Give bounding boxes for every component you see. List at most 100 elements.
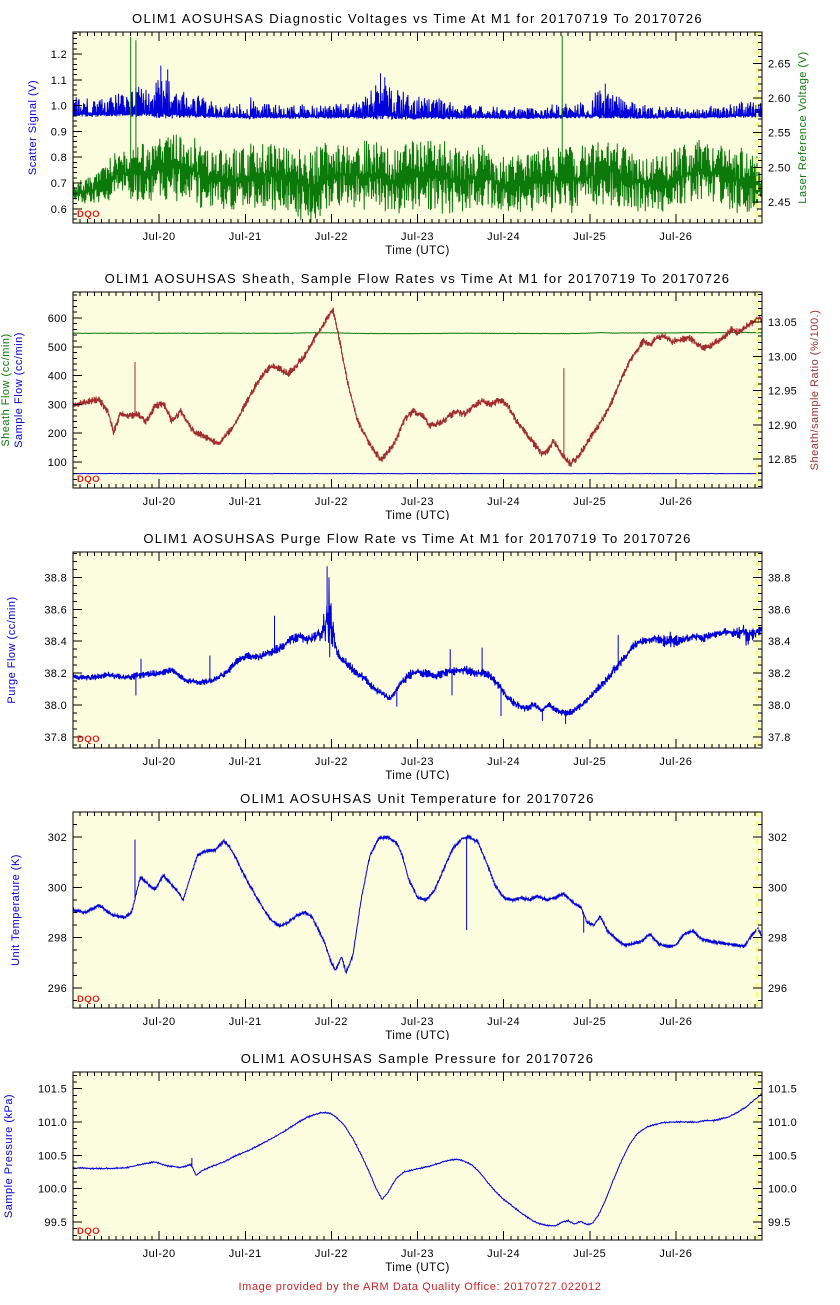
dqo-logo: DQO (77, 1226, 100, 1237)
x-tick-label: Jul-24 (487, 496, 520, 508)
y-tick-label: 12.90 (768, 420, 797, 432)
x-tick-label: Jul-20 (143, 1016, 176, 1028)
chart-title: OLIM1 AOSUHSAS Purge Flow Rate vs Time A… (143, 531, 691, 546)
dqo-logo: DQO (77, 474, 100, 485)
y-tick-label: 1.2 (51, 49, 67, 61)
x-tick-label: Jul-22 (315, 1248, 348, 1260)
y-tick-label: 0.8 (51, 152, 67, 164)
dqo-logo: DQO (77, 734, 100, 745)
x-axis-title: Time (UTC) (385, 245, 450, 257)
x-tick-label: Jul-22 (315, 231, 348, 243)
y-tick-label: 38.8 (44, 572, 67, 584)
y-tick-label: 298 (48, 933, 67, 945)
y-tick-label: 296 (48, 983, 67, 995)
y-tick-label: 38.8 (768, 572, 791, 584)
y-tick-label: 37.8 (768, 732, 791, 744)
y-tick-label: 2.65 (768, 58, 791, 70)
x-tick-label: Jul-25 (573, 1248, 606, 1260)
y-tick-label: 38.0 (768, 700, 791, 712)
x-tick-label: Jul-25 (573, 1016, 606, 1028)
chart-title: OLIM1 AOSUHSAS Unit Temperature for 2017… (240, 791, 595, 806)
y-tick-label: 101.5 (38, 1084, 67, 1096)
plot-area (73, 292, 762, 488)
y-tick-label: 300 (48, 399, 67, 411)
x-tick-label: Jul-26 (659, 756, 692, 768)
x-tick-label: Jul-25 (573, 231, 606, 243)
y-tick-label: 100 (48, 457, 67, 469)
y-tick-label: 600 (48, 313, 67, 325)
x-tick-label: Jul-20 (143, 231, 176, 243)
x-tick-label: Jul-25 (573, 496, 606, 508)
left-axis-title: Unit Temperature (K) (10, 854, 22, 966)
plot-area (73, 552, 762, 748)
left-axis-title: Sheath Flow (cc/min) (0, 333, 12, 446)
y-tick-label: 302 (48, 832, 67, 844)
x-tick-label: Jul-25 (573, 756, 606, 768)
chart-title: OLIM1 AOSUHSAS Sample Pressure for 20170… (241, 1051, 595, 1066)
y-tick-label: 400 (48, 371, 67, 383)
y-tick-label: 99.5 (44, 1217, 67, 1229)
x-tick-label: Jul-21 (229, 1016, 262, 1028)
y-tick-label: 2.60 (768, 93, 791, 105)
footer-credit: Image provided by the ARM Data Quality O… (0, 1281, 840, 1293)
y-tick-label: 99.5 (768, 1217, 791, 1229)
y-tick-label: 200 (48, 428, 67, 440)
x-tick-label: Jul-20 (143, 496, 176, 508)
x-tick-label: Jul-24 (487, 756, 520, 768)
left-axis-title: Purge Flow (cc/min) (6, 596, 18, 703)
x-axis-title: Time (UTC) (385, 1262, 450, 1274)
y-tick-label: 38.2 (44, 668, 67, 680)
y-tick-label: 101.0 (768, 1117, 797, 1129)
left-axis-title: Scatter Signal (V) (27, 80, 39, 175)
y-tick-label: 0.9 (51, 126, 67, 138)
y-tick-label: 300 (48, 882, 67, 894)
left-axis-title: Sample Flow (cc/min) (13, 332, 25, 448)
y-tick-label: 38.0 (44, 700, 67, 712)
chart-title: OLIM1 AOSUHSAS Sheath, Sample Flow Rates… (105, 271, 731, 286)
y-tick-label: 2.50 (768, 162, 791, 174)
y-tick-label: 101.0 (38, 1117, 67, 1129)
x-tick-label: Jul-21 (229, 756, 262, 768)
y-tick-label: 13.05 (768, 317, 797, 329)
x-axis-title: Time (UTC) (385, 510, 450, 520)
y-tick-label: 296 (768, 983, 787, 995)
y-tick-label: 300 (768, 882, 787, 894)
x-tick-label: Jul-23 (401, 231, 434, 243)
x-tick-label: Jul-24 (487, 1248, 520, 1260)
y-tick-label: 100.0 (38, 1184, 67, 1196)
y-tick-label: 500 (48, 342, 67, 354)
y-tick-label: 38.4 (44, 636, 67, 648)
y-tick-label: 37.8 (44, 732, 67, 744)
y-tick-label: 302 (768, 832, 787, 844)
y-tick-label: 38.4 (768, 636, 791, 648)
x-tick-label: Jul-23 (401, 756, 434, 768)
left-axis-title: Sample Pressure (kPa) (3, 1094, 15, 1218)
chart-title: OLIM1 AOSUHSAS Diagnostic Voltages vs Ti… (132, 11, 703, 26)
y-tick-label: 13.00 (768, 351, 797, 363)
x-axis-title: Time (UTC) (385, 770, 450, 780)
y-tick-label: 100.5 (768, 1150, 797, 1162)
y-tick-label: 100.0 (768, 1184, 797, 1196)
y-tick-label: 12.95 (768, 386, 797, 398)
y-tick-label: 0.6 (51, 204, 67, 216)
x-axis-title: Time (UTC) (385, 1030, 450, 1040)
y-tick-label: 101.5 (768, 1084, 797, 1096)
x-tick-label: Jul-26 (659, 1248, 692, 1260)
y-tick-label: 38.6 (768, 604, 791, 616)
x-tick-label: Jul-24 (487, 231, 520, 243)
y-tick-label: 298 (768, 933, 787, 945)
x-tick-label: Jul-26 (659, 1016, 692, 1028)
y-tick-label: 12.85 (768, 454, 797, 466)
x-tick-label: Jul-21 (229, 496, 262, 508)
x-tick-label: Jul-23 (401, 496, 434, 508)
x-tick-label: Jul-24 (487, 1016, 520, 1028)
